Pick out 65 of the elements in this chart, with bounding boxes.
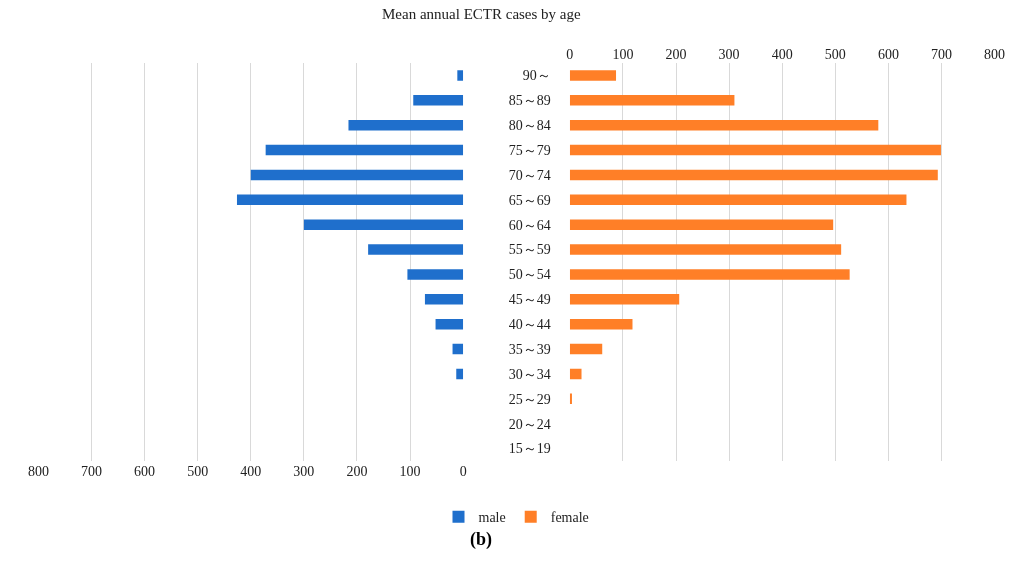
x-tick-label: 800 — [27, 464, 49, 479]
bar — [569, 144, 941, 156]
bar — [569, 343, 603, 355]
y-tick-label: 60～64 — [508, 217, 551, 233]
y-tick-label: 90～ — [522, 68, 551, 84]
bar — [569, 269, 850, 280]
x-tick-label: 800 — [984, 47, 1006, 63]
y-tick-label: 70～74 — [508, 167, 551, 183]
x-tick-label: 500 — [187, 464, 209, 479]
x-tick-label: 400 — [771, 47, 793, 63]
x-tick-label: 100 — [399, 464, 421, 479]
bar — [569, 194, 907, 206]
y-tick-label: 15～19 — [508, 441, 551, 457]
x-tick-label: 200 — [665, 47, 687, 63]
y-tick-label: 35～39 — [508, 341, 551, 357]
bar — [348, 119, 464, 131]
bar — [435, 318, 464, 330]
x-tick-label: 200 — [346, 464, 368, 479]
y-tick-label: 20～24 — [508, 416, 551, 432]
bar — [452, 343, 464, 355]
y-tick-label: 85～89 — [508, 93, 551, 109]
bar — [569, 393, 572, 405]
x-tick-label: 300 — [293, 464, 315, 479]
bar — [569, 169, 938, 181]
x-tick-label: 700 — [931, 47, 952, 63]
bar — [407, 269, 464, 280]
bar — [456, 368, 464, 380]
legend-label: male — [478, 510, 506, 526]
y-tick-label: 25～29 — [508, 391, 551, 407]
x-tick-label: 0 — [459, 464, 467, 479]
bar — [250, 169, 464, 181]
x-tick-label: 100 — [612, 47, 634, 63]
legend-label: female — [550, 510, 589, 526]
bar — [265, 144, 464, 156]
y-tick-label: 45～49 — [508, 292, 551, 308]
chart-title: Mean annual ECTR cases by age — [382, 6, 582, 22]
bar — [569, 318, 633, 330]
text: (b) — [470, 529, 492, 550]
x-tick-label: 400 — [240, 464, 262, 479]
bar — [569, 294, 680, 305]
bar — [457, 70, 464, 81]
x-tick-label: 0 — [566, 47, 574, 63]
y-tick-label: 30～34 — [508, 366, 551, 382]
x-tick-label: 600 — [134, 464, 156, 479]
bar — [424, 294, 464, 305]
x-tick-label: 500 — [824, 47, 846, 63]
bar — [303, 219, 464, 230]
bar — [413, 95, 464, 106]
y-tick-label: 50～54 — [508, 267, 551, 283]
y-tick-label: 75～79 — [508, 142, 551, 158]
bar — [236, 194, 464, 206]
bar — [569, 244, 842, 255]
bar — [569, 219, 834, 230]
x-tick-label: 300 — [718, 47, 740, 63]
bar — [569, 95, 735, 106]
bar — [569, 119, 879, 131]
bar — [569, 368, 582, 380]
x-tick-label: 700 — [80, 464, 102, 479]
y-tick-label: 55～59 — [508, 242, 551, 258]
y-tick-label: 40～44 — [508, 317, 551, 333]
bar — [368, 244, 464, 255]
x-tick-label: 600 — [877, 47, 899, 63]
y-tick-label: 80～84 — [508, 118, 551, 134]
bar — [569, 70, 617, 81]
y-tick-label: 65～69 — [508, 192, 551, 208]
